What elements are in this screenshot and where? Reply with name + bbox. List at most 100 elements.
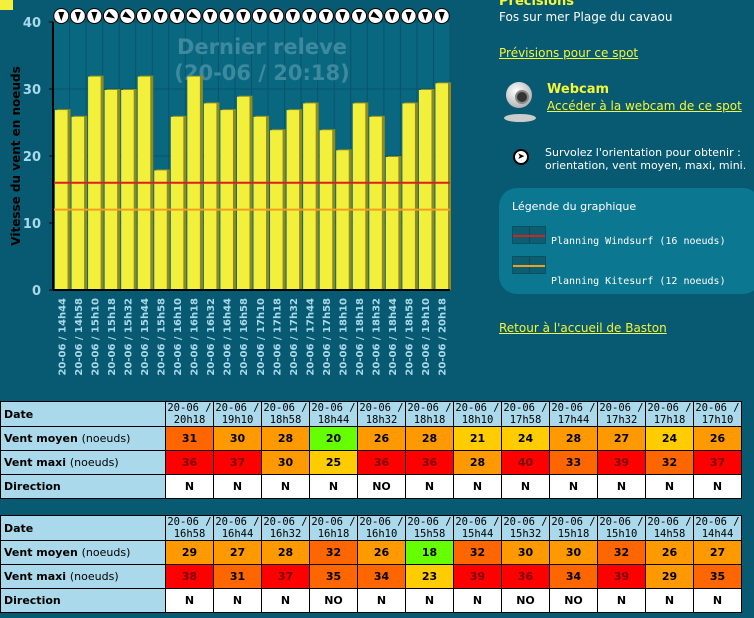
x-tick-label: 20-06 / 20h18 [438, 298, 449, 376]
vent-maxi-cell: 39 [597, 450, 646, 475]
bar [418, 90, 432, 290]
vent-moyen-cell: 26 [357, 540, 406, 565]
direction-arrow [438, 12, 445, 21]
vent-moyen-cell: 18 [405, 540, 454, 565]
date-time: 16h44 [221, 528, 254, 540]
webcam-title: Webcam [547, 82, 610, 97]
date-day: 20-06 / [455, 402, 500, 414]
vent-maxi-cell: 23 [405, 564, 454, 589]
vent-maxi-label: Vent maxi (noeuds) [0, 450, 166, 475]
date-day: 20-06 / [167, 402, 212, 414]
vent-maxi-cell: 36 [357, 450, 406, 475]
date-time: 19h10 [221, 414, 254, 426]
bar [154, 170, 167, 290]
date-cell: 20-06 /16h10 [357, 515, 406, 541]
windsurf-swatch [512, 226, 546, 244]
date-time: 15h58 [413, 528, 446, 540]
x-tick-label: 20-06 / 15h10 [90, 298, 101, 376]
date-cell: 20-06 /18h18 [405, 401, 454, 427]
vent-maxi-cell: 40 [501, 450, 550, 475]
bar [170, 116, 184, 290]
date-time: 18h10 [461, 414, 494, 426]
date-time: 20h18 [173, 414, 206, 426]
vent-maxi-cell: 38 [165, 564, 214, 589]
vent-moyen-cell: 27 [213, 540, 262, 565]
legend-kitesurf: Planning Kitesurf (12 noeuds) [551, 276, 726, 287]
x-tick-label: 20-06 / 16h44 [223, 298, 234, 376]
direction-arrow [122, 11, 132, 19]
vent-maxi-label-text: Vent maxi [4, 456, 67, 469]
bar [55, 110, 68, 290]
vent-moyen-cell: 27 [693, 540, 742, 565]
date-cell: 20-06 /15h44 [453, 515, 502, 541]
direction-cell: N [165, 474, 214, 499]
vent-moyen-cell: 30 [549, 540, 598, 565]
date-time: 14h44 [701, 528, 734, 540]
date-time: 16h32 [269, 528, 302, 540]
direction-arrow [256, 12, 263, 21]
direction-arrow [370, 11, 380, 19]
wind-chart: 0 10 20 30 40 Dernier releve(20-06 / 20:18) 20… [9, 8, 451, 376]
date-time: 17h10 [701, 414, 734, 426]
date-day: 20-06 / [359, 516, 404, 528]
legend-title: Légende du graphique [512, 200, 637, 213]
date-cell: 20-06 /16h58 [165, 515, 214, 541]
vent-moyen-cell: 29 [165, 540, 214, 565]
date-cell: 20-06 /14h44 [693, 515, 742, 541]
date-time: 15h18 [557, 528, 590, 540]
vent-moyen-cell: 28 [405, 426, 454, 451]
date-day: 20-06 / [311, 516, 356, 528]
vent-moyen-cell: 28 [261, 540, 310, 565]
date-day: 20-06 / [215, 402, 260, 414]
vent-maxi-label-text: Vent maxi [4, 570, 67, 583]
spot-name: Fos sur mer Plage du cavaou [499, 10, 673, 24]
x-tick-label: 20-06 / 15h58 [157, 298, 168, 376]
date-cell: 20-06 /15h32 [501, 515, 550, 541]
precisions-heading: Précisions [499, 0, 575, 9]
date-cell: 20-06 /17h58 [501, 401, 550, 427]
bar [104, 90, 118, 290]
date-day: 20-06 / [263, 516, 308, 528]
direction-arrow [207, 12, 214, 21]
date-cell: 20-06 /16h44 [213, 515, 262, 541]
date-day: 20-06 / [407, 402, 452, 414]
webcam-link[interactable]: Accéder à la webcam de ce spot [547, 99, 742, 113]
vent-moyen-cell: 28 [261, 426, 310, 451]
vent-maxi-cell: 32 [645, 450, 694, 475]
x-tick-label: 20-06 / 16h58 [239, 298, 250, 376]
direction-label: Direction [0, 474, 166, 499]
date-cell: 20-06 /18h10 [453, 401, 502, 427]
watermark-line-1: Dernier releve [177, 35, 347, 59]
back-link[interactable]: Retour à l'accueil de Baston [499, 321, 667, 335]
kitesurf-swatch [512, 256, 546, 274]
date-cell: 20-06 /17h18 [645, 401, 694, 427]
vent-maxi-cell: 30 [261, 450, 310, 475]
date-cell: 20-06 /19h10 [213, 401, 262, 427]
date-day: 20-06 / [455, 516, 500, 528]
direction-cell: N [261, 474, 310, 499]
bar [303, 103, 316, 291]
date-cell: 20-06 /15h18 [549, 515, 598, 541]
direction-arrow [306, 12, 313, 21]
vent-maxi-cell: 39 [597, 564, 646, 589]
bar [352, 103, 366, 291]
forecast-link[interactable]: Prévisions pour ce spot [499, 46, 639, 60]
vent-moyen-cell: 30 [213, 426, 262, 451]
direction-arrow [105, 11, 116, 19]
x-tick-label: 20-06 / 15h44 [140, 298, 151, 376]
x-tick-label: 20-06 / 15h18 [107, 298, 118, 376]
x-tick-label: 20-06 / 14h58 [74, 298, 85, 376]
direction-cell: NO [309, 588, 358, 613]
date-label: Date [0, 401, 166, 427]
bar [435, 83, 448, 290]
date-day: 20-06 / [695, 516, 740, 528]
vent-moyen-cell: 26 [357, 426, 406, 451]
date-time: 18h32 [365, 414, 398, 426]
date-time: 17h44 [557, 414, 590, 426]
date-time: 14h58 [653, 528, 686, 540]
date-cell: 20-06 /16h18 [309, 515, 358, 541]
vent-moyen-cell: 32 [453, 540, 502, 565]
vent-moyen-cell: 26 [645, 540, 694, 565]
vent-maxi-row: Vent maxi (noeuds) 36 37 30 25 36 36 28 40 33 39 32… [0, 450, 742, 475]
x-tick-label: 20-06 / 15h32 [123, 298, 134, 376]
